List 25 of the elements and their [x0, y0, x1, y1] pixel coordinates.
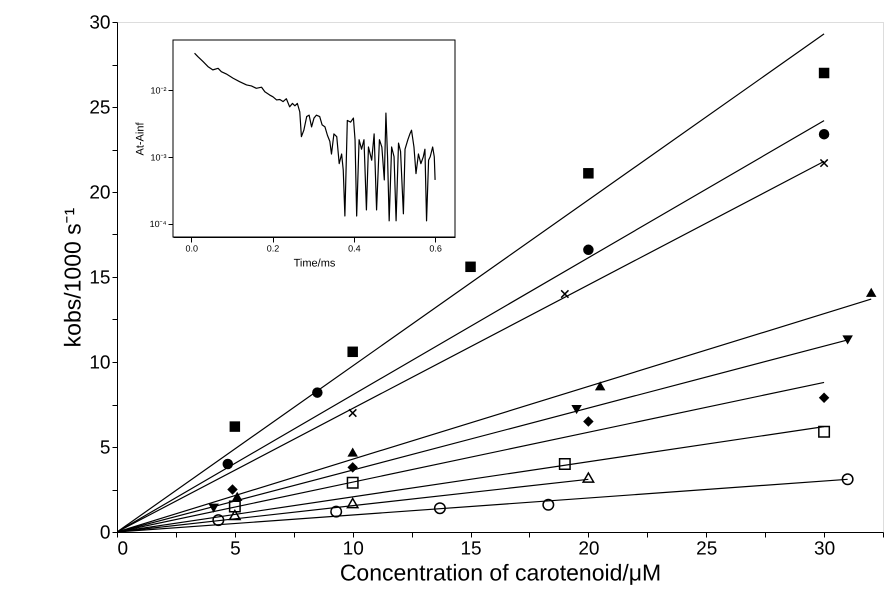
y-tick-label: 10⁻⁴: [150, 219, 167, 230]
y-tick-label: 0: [100, 522, 110, 544]
x-tick-label: 15: [460, 538, 482, 560]
y-tick-label: 20: [89, 182, 110, 204]
y-axis-title: kobs/1000 s⁻¹: [59, 207, 86, 348]
x-tick-label: 25: [696, 538, 718, 560]
y-tick-label: 10⁻³: [150, 152, 166, 162]
x-tick-label: 30: [814, 538, 836, 560]
x-axis-title: Concentration of carotenoid/μM: [340, 560, 662, 586]
x-tick-label: 0: [118, 538, 128, 560]
x-tick-label: 0.2: [266, 244, 280, 254]
y-tick-label: 10⁻²: [150, 85, 166, 96]
y-axis-title: At-Ainf: [134, 122, 147, 156]
x-axis-title: Time/ms: [294, 258, 336, 270]
y-tick-label: 15: [89, 268, 110, 288]
y-tick-label: 5: [100, 438, 110, 458]
y-tick-label: 30: [89, 12, 110, 34]
x-tick-label: 0.0: [186, 244, 198, 254]
x-tick-label: 5: [230, 538, 241, 560]
x-tick-label: 0.6: [429, 244, 442, 254]
x-tick-label: 20: [578, 538, 600, 560]
y-tick-label: 10: [89, 352, 110, 374]
y-tick-label: 25: [89, 98, 110, 118]
x-tick-label: 10: [342, 538, 364, 560]
x-tick-label: 0.4: [348, 244, 361, 254]
